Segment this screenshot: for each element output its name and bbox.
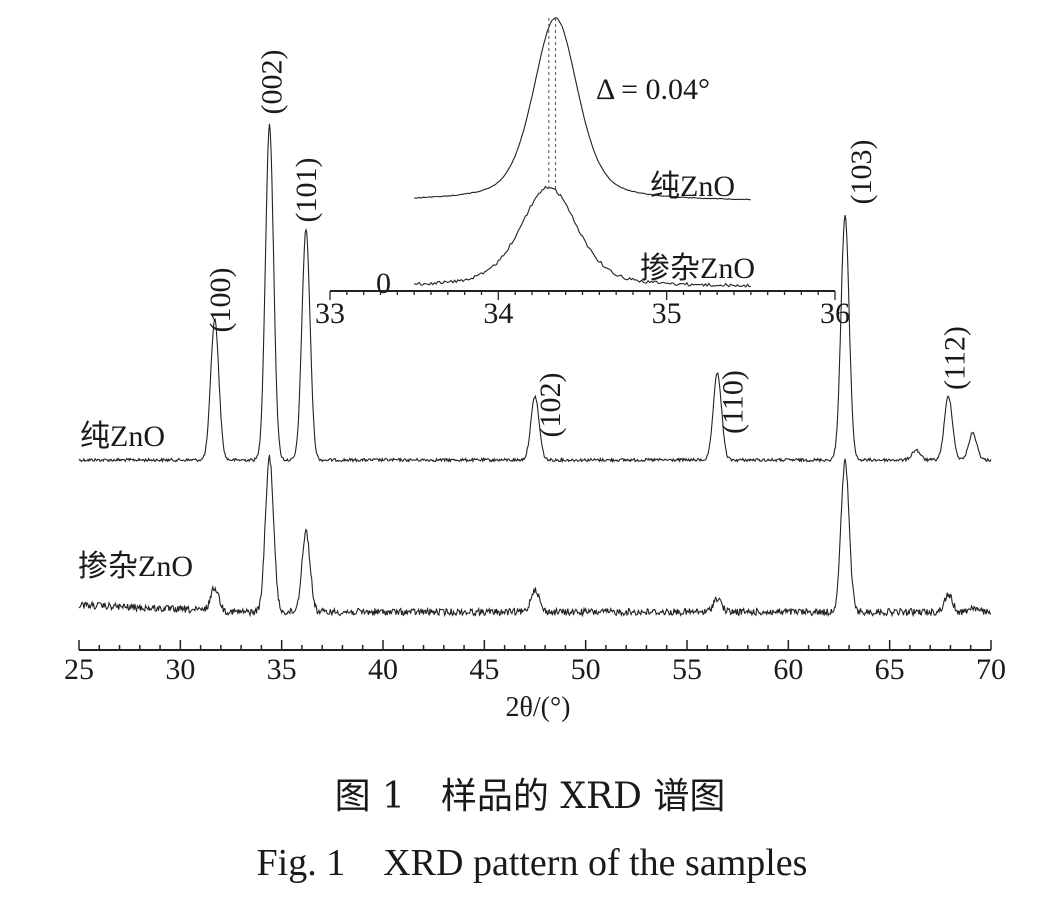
inset-series-line-pure bbox=[414, 17, 751, 201]
peak-labels-group: (100) (002) (101) (102) (110) (103) (112) bbox=[204, 50, 972, 438]
x-axis-title: 2θ/(°) bbox=[505, 692, 570, 723]
series-label-pure: 纯ZnO bbox=[80, 420, 165, 453]
peak-label: (101) bbox=[290, 158, 323, 223]
inset-series-line-doped bbox=[413, 185, 751, 288]
inset-series-label-pure: 纯ZnO bbox=[650, 170, 735, 203]
x-tick-label: 60 bbox=[773, 653, 803, 686]
inset-x-tick-label: 35 bbox=[652, 297, 682, 330]
x-tick-label: 70 bbox=[976, 653, 1006, 686]
peak-label: (103) bbox=[845, 140, 878, 205]
peak-label: (112) bbox=[938, 326, 971, 390]
x-tick-label: 30 bbox=[165, 653, 195, 686]
x-tick-label: 40 bbox=[368, 653, 398, 686]
main-x-axis: 25 30 35 40 45 50 55 60 65 70 bbox=[64, 640, 1006, 686]
inset-x-tick-label: 34 bbox=[483, 297, 513, 330]
peak-label: (102) bbox=[534, 373, 567, 438]
series-label-doped: 掺杂ZnO bbox=[78, 550, 193, 583]
x-tick-label: 55 bbox=[672, 653, 702, 686]
peak-label: (110) bbox=[716, 370, 749, 434]
inset-annotation-delta: Δ = 0.04° bbox=[596, 73, 710, 106]
inset-x-tick-label: 33 bbox=[315, 297, 345, 330]
figure-caption-en: Fig. 1 XRD pattern of the samples bbox=[257, 842, 808, 884]
series-line-pure bbox=[78, 123, 992, 464]
inset-x-tick-label: 36 bbox=[820, 297, 850, 330]
inset-y-tick-label: 0 bbox=[376, 267, 391, 300]
x-tick-label: 45 bbox=[469, 653, 499, 686]
x-tick-label: 50 bbox=[571, 653, 601, 686]
series-line-doped bbox=[78, 454, 992, 618]
inset-series-label-doped: 掺杂ZnO bbox=[640, 252, 755, 285]
peak-label: (002) bbox=[256, 50, 289, 115]
peak-label: (100) bbox=[204, 268, 237, 333]
inset-chart: 33 34 35 36 bbox=[315, 17, 850, 330]
x-tick-label: 25 bbox=[64, 653, 94, 686]
x-tick-label: 65 bbox=[875, 653, 905, 686]
main-series-group bbox=[78, 123, 992, 618]
figure-caption-cn: 图 1 样品的 XRD 谱图 bbox=[335, 776, 726, 817]
x-tick-label: 35 bbox=[267, 653, 297, 686]
